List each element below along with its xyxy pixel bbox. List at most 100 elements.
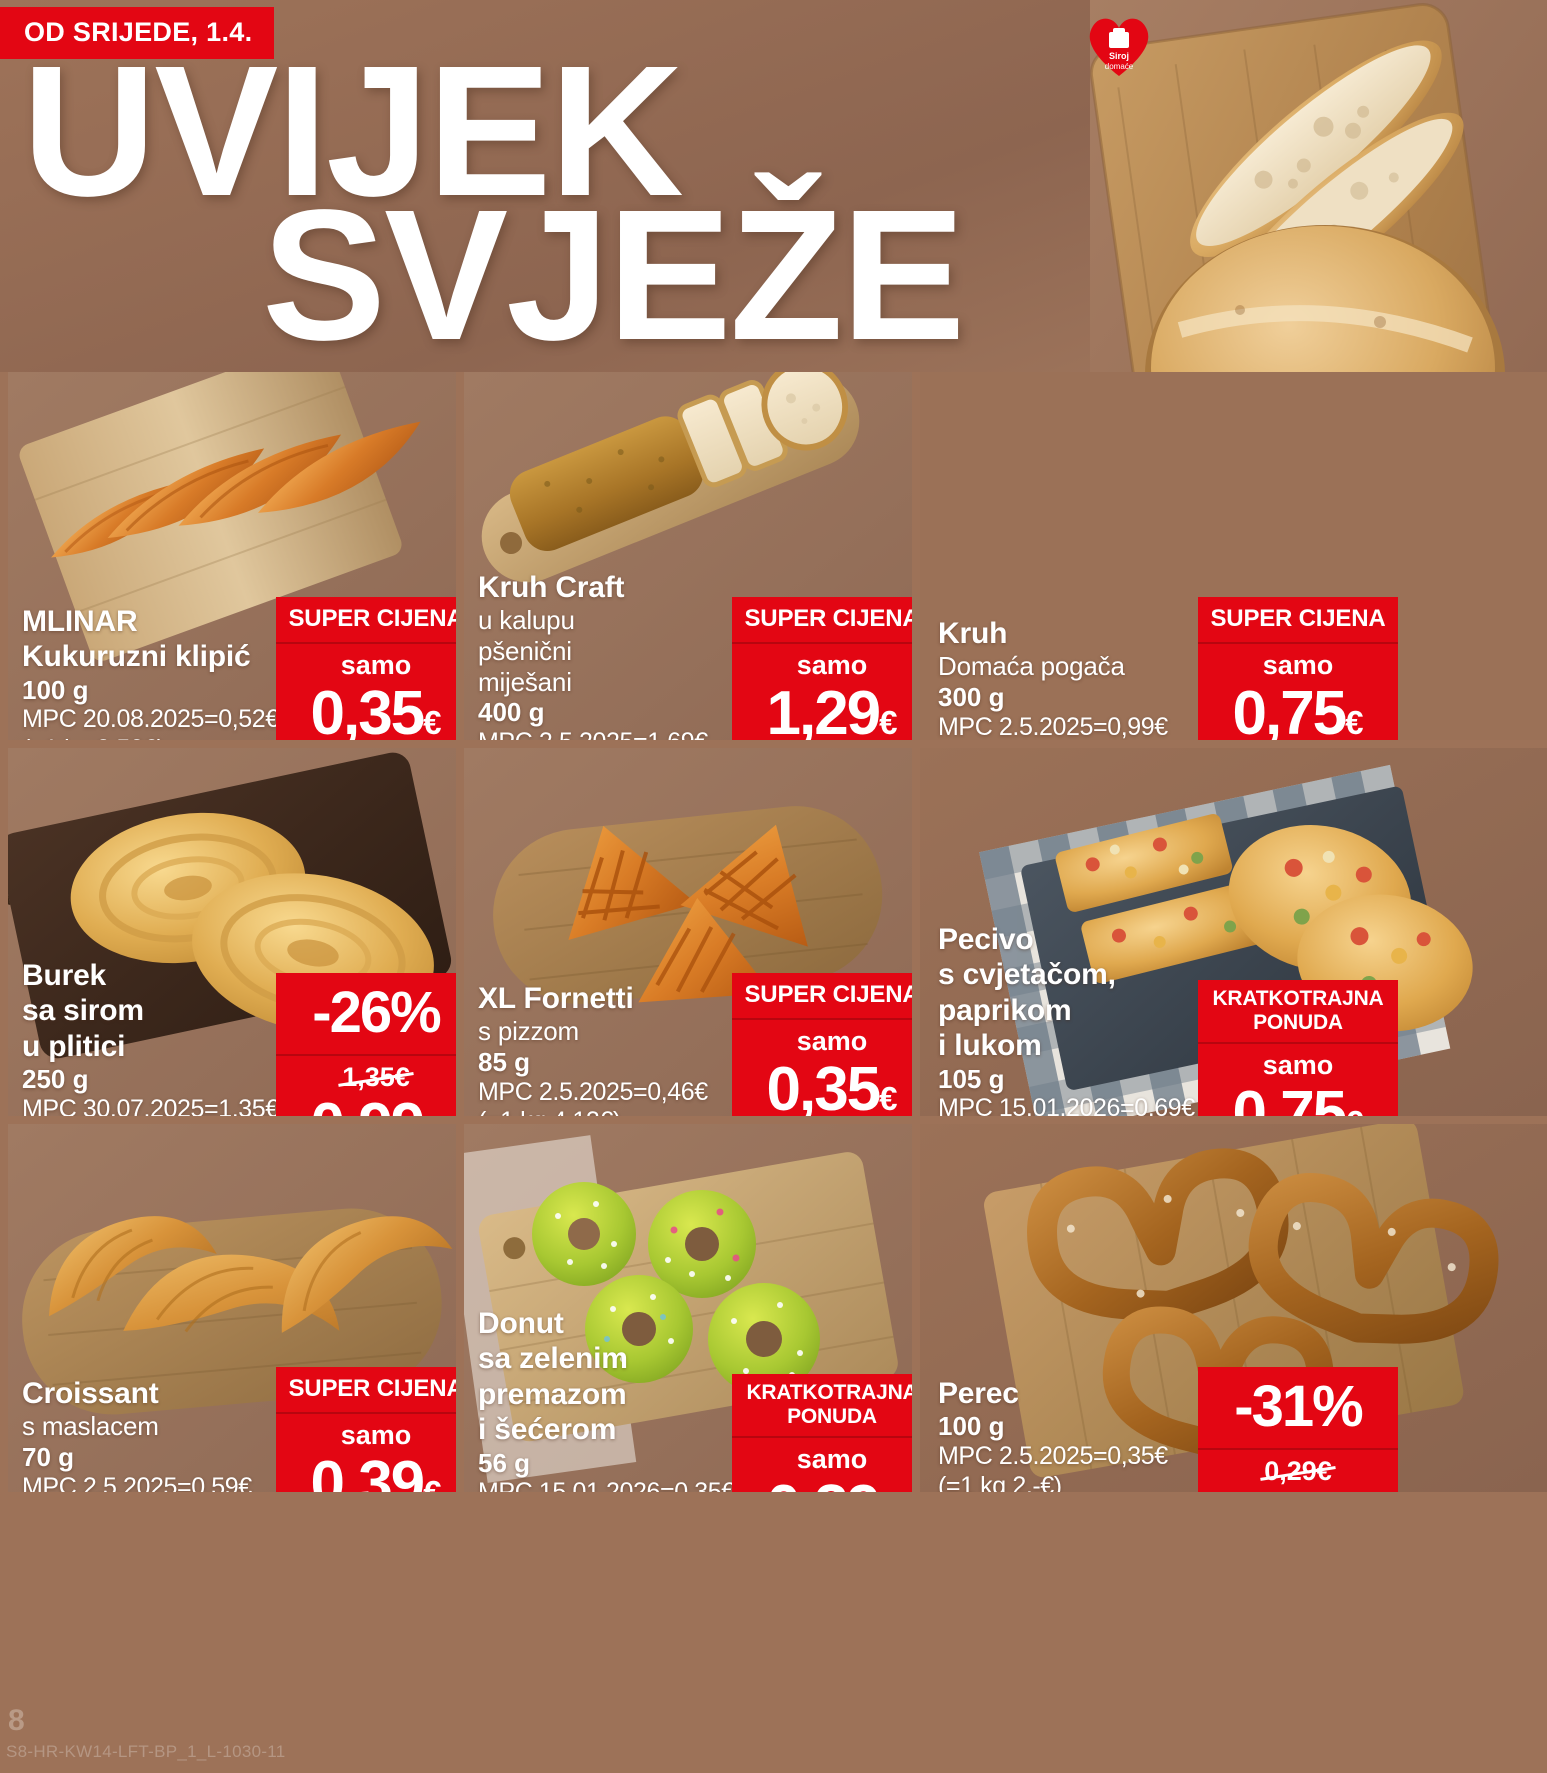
product-subtitle: s pizzom: [478, 1016, 579, 1047]
currency-symbol: €: [879, 1080, 898, 1116]
date-badge: OD SRIJEDE, 1.4.: [0, 7, 275, 59]
product-weight: 85 g: [478, 1047, 531, 1078]
page-footer: 8 S8-HR-KW14-LFT-BP_1_L-1030-11: [0, 1692, 1547, 1773]
corn-bread-sticks-photo: [8, 372, 456, 740]
product-weight: 100 g: [938, 1411, 1005, 1442]
product-weight: 100 g: [22, 674, 89, 705]
badge-label: SUPER CIJENA: [732, 973, 912, 1018]
product-weight: 400 g: [478, 697, 545, 728]
product-mpc: MPC 2.5.2025=0,46€: [478, 1077, 708, 1106]
price-badge[interactable]: SUPER CIJENA samo 0,39€: [276, 1367, 456, 1492]
discount-percent: -31%: [1198, 1367, 1398, 1448]
hero-title-line2: SVJEŽE: [262, 172, 965, 379]
price-value: 0,35: [766, 1055, 881, 1117]
product-mpc: MPC 2.5.2025=1,69€: [478, 728, 708, 740]
samo-label: samo: [796, 650, 868, 680]
product-mpc: MPC 2.5.2025=0,35€: [938, 1442, 1168, 1471]
product-info: Pecivo s cvjetačom, paprikom i lukom 105…: [938, 922, 1195, 1116]
product-mpc: MPC 15.01.2026=0,35€: [478, 1478, 735, 1492]
badge-label: SUPER CIJENA: [276, 597, 456, 642]
product-mpc: MPC 30.07.2025=1,35€: [22, 1094, 279, 1116]
product-name: Perec: [938, 1377, 1019, 1410]
product-grid: MLINAR Kukuruzni klipić 100 g MPC 20.08.…: [0, 372, 1547, 1692]
product-mpc: MPC 2.5.2025=0,99€: [938, 712, 1168, 740]
hero-title-line1: UVIJEK: [22, 28, 684, 235]
price-badge[interactable]: KRATKOTRAJNA PONUDA samo 0,75€: [1198, 980, 1398, 1116]
product-subtitle: s maslacem: [22, 1411, 159, 1442]
heart-logo: Siroj domaće: [1083, 12, 1155, 80]
product-weight: 56 g: [478, 1447, 531, 1478]
old-price: 1,35€: [342, 1062, 410, 1092]
price-badge[interactable]: SUPER CIJENA samo 0,75€: [1198, 597, 1398, 740]
price-value: 0,20: [1232, 1485, 1347, 1493]
product-tile[interactable]: Perec 100 g MPC 2.5.2025=0,35€ (=1 kg 2,…: [920, 1124, 1547, 1492]
product-tile[interactable]: MLINAR Kukuruzni klipić 100 g MPC 20.08.…: [8, 372, 456, 740]
product-mpc: MPC 15.01.2026=0,69€: [938, 1094, 1195, 1116]
product-price-per-kg: (=1 kg 4,12€): [478, 1107, 708, 1116]
price-badge[interactable]: KRATKOTRAJNA PONUDA samo 0,39€: [732, 1374, 912, 1492]
product-tile[interactable]: Kruh Craft u kalupu pšenični miješani 40…: [464, 372, 912, 740]
product-weight: 70 g: [22, 1442, 75, 1473]
product-info: Donut sa zelenim premazom i šećerom 56 g…: [478, 1306, 735, 1492]
samo-label: samo: [1262, 1050, 1334, 1081]
samo-label: samo: [796, 1026, 868, 1056]
product-tile[interactable]: Donut sa zelenim premazom i šećerom 56 g…: [464, 1124, 912, 1492]
product-mpc: MPC 2.5.2025=0,59€: [22, 1472, 252, 1492]
product-info: Kruh Domaća pogača 300 g MPC 2.5.2025=0,…: [938, 616, 1168, 740]
badge-label: SUPER CIJENA: [732, 597, 912, 642]
svg-text:domaće: domaće: [1105, 62, 1134, 71]
product-info: Perec 100 g MPC 2.5.2025=0,35€ (=1 kg 2,…: [938, 1376, 1168, 1492]
product-info: MLINAR Kukuruzni klipić 100 g MPC 20.08.…: [22, 604, 279, 740]
footer-code: S8-HR-KW14-LFT-BP_1_L-1030-11: [6, 1742, 286, 1761]
badge-label: SUPER CIJENA: [276, 1367, 456, 1412]
price-badge[interactable]: SUPER CIJENA samo 1,29€: [732, 597, 912, 740]
old-price: 0,29€: [1264, 1456, 1332, 1486]
price-value: 0,99: [310, 1091, 425, 1117]
currency-symbol: €: [1345, 1104, 1363, 1116]
currency-symbol: €: [879, 704, 898, 740]
badge-label: KRATKOTRAJNA PONUDA: [732, 1374, 912, 1437]
currency-symbol: €: [423, 704, 442, 740]
samo-label: samo: [1262, 650, 1334, 680]
price-badge[interactable]: SUPER CIJENA samo 0,35€: [276, 597, 456, 740]
product-mpc: MPC 20.08.2025=0,52€: [22, 705, 279, 734]
samo-label: samo: [796, 1444, 868, 1475]
svg-text:Siroj: Siroj: [1109, 51, 1129, 61]
currency-symbol: €: [1345, 704, 1364, 740]
price-value: 0,39: [766, 1473, 881, 1492]
badge-label: SUPER CIJENA: [1198, 597, 1398, 642]
currency-symbol: €: [423, 1474, 441, 1492]
product-name: Croissant: [22, 1377, 159, 1410]
product-name: Kruh Craft: [478, 571, 625, 604]
product-subtitle: sa sirom u plitici: [22, 994, 144, 1063]
product-name: Pecivo: [938, 923, 1034, 956]
croissant-photo: [8, 1124, 456, 1492]
product-name: Donut: [478, 1307, 564, 1340]
price-value: 0,39: [310, 1449, 425, 1493]
product-price-per-kg: (=1 kg 3,50€): [22, 735, 279, 740]
price-value: 0,35: [310, 679, 425, 741]
product-subtitle: s cvjetačom, paprikom i lukom: [938, 958, 1116, 1063]
discount-badge[interactable]: -31% 0,29€ 0,20€: [1198, 1367, 1398, 1492]
price-value: 0,75: [1232, 1079, 1347, 1116]
product-name: XL Fornetti: [478, 982, 634, 1015]
product-subtitle: Domaća pogača: [938, 651, 1125, 682]
product-price-per-kg: (=1 kg 2,-€): [938, 1471, 1062, 1492]
samo-label: samo: [340, 1420, 412, 1450]
product-subtitle: u kalupu pšenični miješani: [478, 605, 575, 697]
product-tile[interactable]: Pecivo s cvjetačom, paprikom i lukom 105…: [920, 748, 1547, 1116]
product-name: Burek: [22, 959, 107, 992]
product-tile[interactable]: Burek sa sirom u plitici 250 g MPC 30.07…: [8, 748, 456, 1116]
price-badge[interactable]: SUPER CIJENA samo 0,35€: [732, 973, 912, 1116]
product-tile[interactable]: Kruh Domaća pogača 300 g MPC 2.5.2025=0,…: [920, 372, 1547, 740]
page-number: 8: [8, 1704, 25, 1737]
product-tile[interactable]: XL Fornetti s pizzom 85 g MPC 2.5.2025=0…: [464, 748, 912, 1116]
price-value: 0,75: [1232, 679, 1347, 741]
product-info: Croissant s maslacem 70 g MPC 2.5.2025=0…: [22, 1376, 252, 1492]
product-tile[interactable]: Croissant s maslacem 70 g MPC 2.5.2025=0…: [8, 1124, 456, 1492]
discount-badge[interactable]: -26% 1,35€ 0,99€: [276, 973, 456, 1116]
product-info: Kruh Craft u kalupu pšenični miješani 40…: [478, 570, 708, 740]
price-value: 1,29: [766, 679, 881, 741]
product-weight: 250 g: [22, 1064, 89, 1095]
product-weight: 300 g: [938, 682, 1005, 713]
